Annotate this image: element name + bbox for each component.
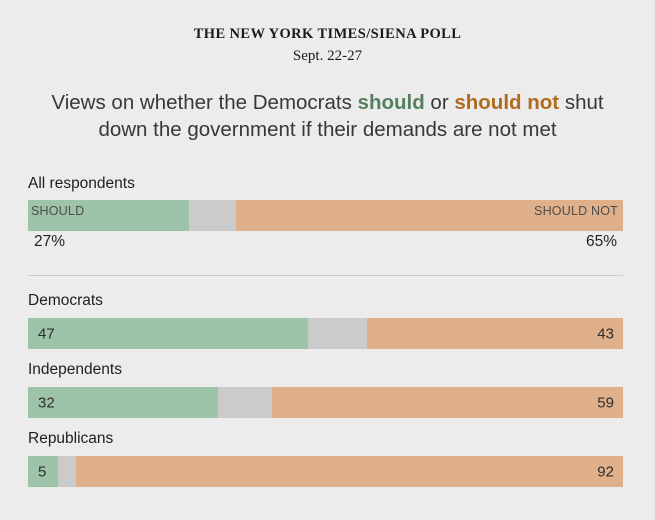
segment-should: 32 — [28, 387, 219, 418]
chart-title: Views on whether the Democrats should or… — [18, 89, 638, 143]
chart-title-line-1: Views on whether the Democrats should or… — [18, 89, 638, 116]
chart-header: THE NEW YORK TIMES/SIENA POLL Sept. 22-2… — [0, 26, 655, 65]
should-value: 47 — [38, 325, 55, 342]
stacked-bar-chart: All respondents SHOULD SHOULD NOT 27% 65… — [28, 175, 623, 487]
bar-group-label: Independents — [28, 361, 122, 378]
bar-group-republicans: Republicans 5 92 — [28, 430, 623, 487]
bar-group-independents: Independents 32 59 — [28, 361, 623, 418]
stacked-bar: 47 43 — [28, 318, 623, 349]
section-divider — [28, 275, 623, 276]
stacked-bar: SHOULD SHOULD NOT — [28, 200, 623, 231]
bar-group-all-respondents: All respondents SHOULD SHOULD NOT 27% 65… — [28, 175, 623, 250]
title-text: or — [424, 91, 455, 114]
should-value: 32 — [38, 394, 55, 411]
segment-should-not: 43 — [367, 318, 623, 349]
bar-group-label: Republicans — [28, 430, 114, 447]
segment-no-answer — [218, 387, 272, 418]
segment-no-answer — [57, 456, 76, 487]
segment-should-not: SHOULD NOT — [236, 200, 623, 231]
should-not-percent-value: 65% — [585, 233, 617, 250]
segment-should: SHOULD — [28, 200, 189, 231]
should-value: 5 — [38, 463, 47, 480]
segment-caption-should: SHOULD — [31, 204, 85, 218]
title-text: shut — [559, 91, 604, 114]
should-not-value: 59 — [597, 394, 614, 411]
chart-title-line-2: down the government if their demands are… — [98, 118, 557, 141]
segment-should-not: 59 — [271, 387, 623, 418]
title-should-not-word: should not — [454, 91, 560, 114]
segment-should: 5 — [28, 456, 58, 487]
bar-group-label: Democrats — [28, 292, 103, 309]
poll-date: Sept. 22-27 — [292, 48, 363, 64]
should-percent-value: 27% — [34, 233, 66, 250]
segment-caption-should-not: SHOULD NOT — [534, 204, 618, 218]
should-not-value: 43 — [597, 325, 614, 342]
segment-no-answer — [188, 200, 237, 231]
percent-labels-row: 27% 65% — [28, 233, 623, 250]
bar-group-label: All respondents — [28, 175, 135, 192]
stacked-bar: 32 59 — [28, 387, 623, 418]
segment-should: 47 — [28, 318, 308, 349]
title-text: Views on whether the Democrats — [51, 91, 358, 114]
poll-source-kicker: THE NEW YORK TIMES/SIENA POLL — [193, 26, 462, 42]
bar-group-democrats: Democrats 47 43 — [28, 292, 623, 349]
stacked-bar: 5 92 — [28, 456, 623, 487]
title-should-word: should — [357, 91, 425, 114]
should-not-value: 92 — [597, 463, 614, 480]
segment-should-not: 92 — [75, 456, 623, 487]
segment-no-answer — [307, 318, 368, 349]
